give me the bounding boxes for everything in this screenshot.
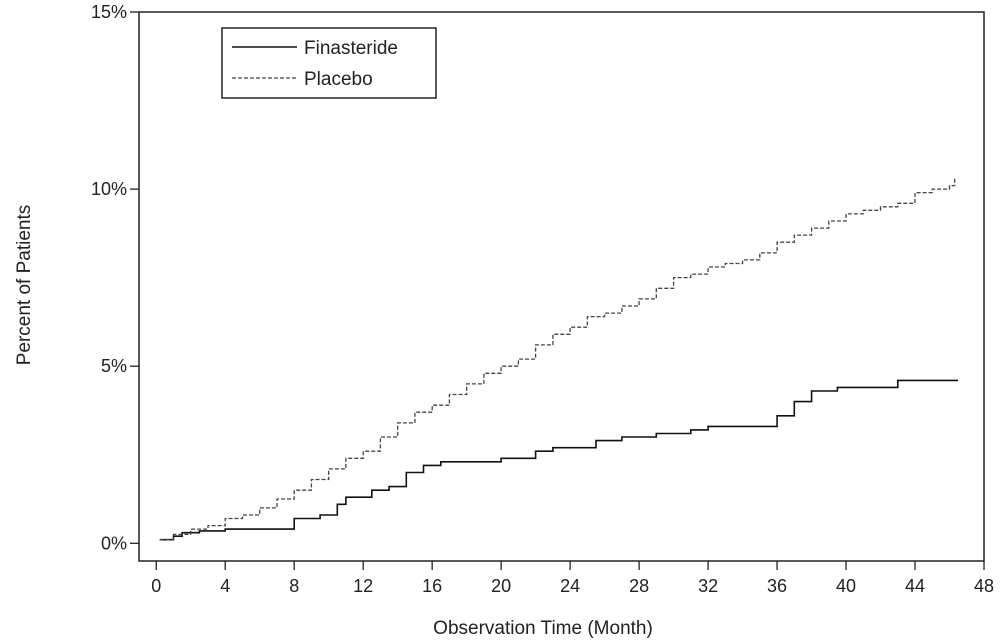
x-tick-label: 48 xyxy=(974,576,994,596)
legend: Finasteride Placebo xyxy=(221,27,437,99)
x-tick-label: 40 xyxy=(836,576,856,596)
x-tick-label: 16 xyxy=(422,576,442,596)
x-axis-title: Observation Time (Month) xyxy=(433,618,653,639)
legend-label-finasteride: Finasteride xyxy=(304,38,398,59)
x-tick-label: 8 xyxy=(289,576,299,596)
plot-frame xyxy=(138,11,985,562)
x-tick-label: 24 xyxy=(560,576,580,596)
y-axis: 0% 5% 10% 15% xyxy=(91,2,139,553)
legend-label-placebo: Placebo xyxy=(304,69,373,90)
x-tick-label: 44 xyxy=(905,576,925,596)
series-layer xyxy=(159,178,959,541)
series-line-finasteride xyxy=(159,379,959,541)
x-axis: 0 4 8 12 16 20 24 28 32 36 40 44 48 xyxy=(151,561,994,596)
x-tick-label: 4 xyxy=(220,576,230,596)
series-line-placebo xyxy=(159,178,956,541)
x-tick-label: 0 xyxy=(151,576,161,596)
x-tick-label: 12 xyxy=(353,576,373,596)
y-tick-label: 15% xyxy=(91,2,127,22)
y-tick-label: 10% xyxy=(91,179,127,199)
x-tick-label: 32 xyxy=(698,576,718,596)
y-axis-title: Percent of Patients xyxy=(14,205,35,366)
x-tick-label: 36 xyxy=(767,576,787,596)
y-tick-label: 5% xyxy=(101,356,127,376)
x-tick-label: 20 xyxy=(491,576,511,596)
x-tick-label: 28 xyxy=(629,576,649,596)
legend-box xyxy=(221,27,437,99)
y-tick-label: 0% xyxy=(101,533,127,553)
